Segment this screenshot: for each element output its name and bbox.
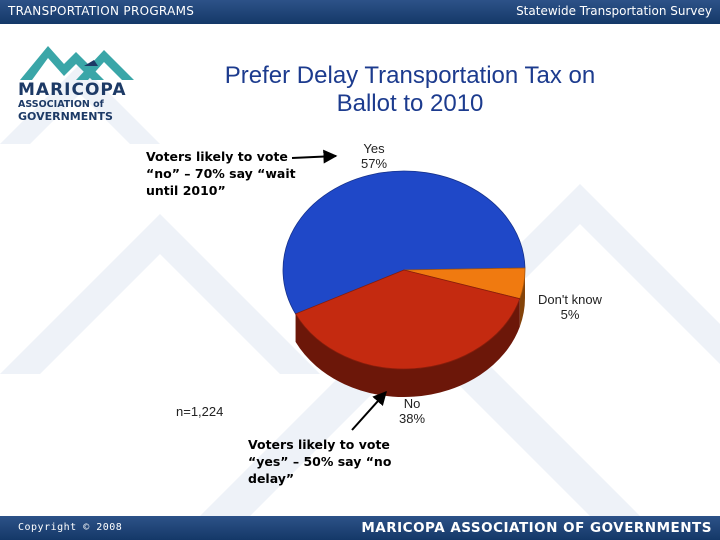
slice-label-no-value: 38%	[398, 411, 426, 426]
slice-label-yes-name: Yes	[363, 141, 385, 156]
footer-bar: Copyright © 2008 MARICOPA ASSOCIATION OF…	[0, 516, 720, 540]
chart-title: Prefer Delay Transportation Tax on Ballo…	[224, 62, 596, 117]
logo-line-maricopa: MARICOPA	[18, 80, 127, 100]
slice-label-no: No 38%	[388, 396, 436, 426]
arrow-yes-voters	[351, 390, 387, 431]
arrow-no-voters	[291, 149, 338, 164]
note-no-voters: Voters likely to vote “no” – 70% say “wa…	[146, 149, 296, 198]
pie-side-no	[295, 298, 520, 397]
slice-label-yes-value: 57%	[360, 156, 388, 171]
sample-size-label: n=1,224	[176, 404, 224, 419]
pie-slice-no	[294, 269, 521, 370]
pie-side-don-t-know	[519, 270, 525, 327]
header-bar: TRANSPORTATION PROGRAMS Statewide Transp…	[0, 0, 720, 24]
logo-line-governments: GOVERNMENTS	[18, 110, 113, 123]
maricopa-logo: MARICOPA ASSOCIATION of GOVERNMENTS	[14, 40, 140, 124]
header-survey-label: Statewide Transportation Survey	[516, 4, 712, 18]
pie-slice-yes	[282, 170, 526, 315]
slice-label-dont-know: Don't know 5%	[530, 292, 610, 322]
slice-label-no-name: No	[403, 396, 421, 411]
slice-label-yes: Yes 57%	[346, 141, 402, 171]
slice-label-dont-know-value: 5%	[560, 307, 580, 322]
copyright-text: Copyright © 2008	[18, 522, 123, 533]
logo-line-association: ASSOCIATION of	[18, 99, 104, 110]
note-yes-voters: Voters likely to vote “yes” – 50% say “n…	[248, 437, 392, 486]
slice-label-dont-know-name: Don't know	[538, 292, 602, 307]
footer-org-name: MARICOPA ASSOCIATION OF GOVERNMENTS	[361, 520, 712, 536]
mountain-logo-icon	[20, 46, 134, 80]
header-program-label: TRANSPORTATION PROGRAMS	[8, 4, 195, 18]
